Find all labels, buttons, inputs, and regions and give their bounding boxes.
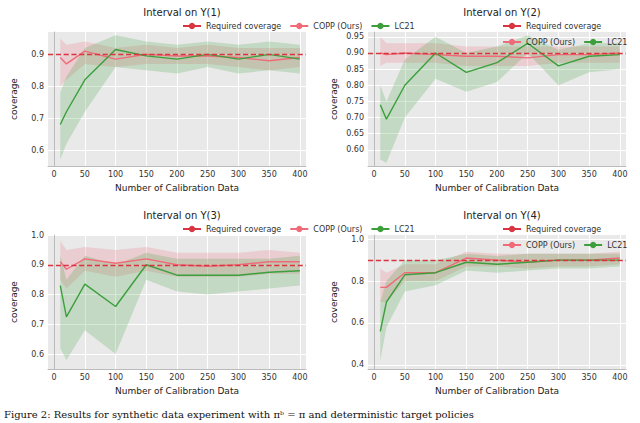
svg-text:coverage: coverage (329, 78, 339, 120)
svg-text:0: 0 (52, 170, 57, 179)
svg-text:Interval on Y(3): Interval on Y(3) (143, 210, 220, 221)
svg-text:COPP (Ours): COPP (Ours) (526, 241, 575, 250)
svg-text:0.85: 0.85 (346, 65, 364, 74)
svg-text:100: 100 (428, 170, 443, 179)
svg-text:LC21: LC21 (394, 225, 414, 234)
svg-text:Required coverage: Required coverage (526, 22, 601, 31)
svg-text:0.90: 0.90 (346, 48, 364, 57)
svg-text:Interval on Y(2): Interval on Y(2) (463, 7, 540, 18)
svg-text:400: 400 (292, 170, 307, 179)
svg-text:Required coverage: Required coverage (206, 225, 281, 234)
svg-text:400: 400 (292, 373, 307, 382)
svg-text:200: 200 (489, 373, 504, 382)
svg-text:Interval on Y(1): Interval on Y(1) (143, 7, 220, 18)
svg-text:0.6: 0.6 (31, 350, 44, 359)
svg-text:Number of Calibration Data: Number of Calibration Data (115, 386, 239, 396)
svg-text:0: 0 (372, 170, 377, 179)
svg-text:Number of Calibration Data: Number of Calibration Data (435, 183, 559, 193)
svg-text:50: 50 (400, 373, 410, 382)
svg-text:Interval on Y(4): Interval on Y(4) (463, 210, 540, 221)
svg-text:300: 300 (551, 373, 566, 382)
svg-text:Figure 2: Results for syntheti: Figure 2: Results for synthetic data exp… (4, 409, 474, 420)
svg-text:1.0: 1.0 (351, 235, 364, 244)
svg-text:0.8: 0.8 (351, 277, 364, 286)
svg-text:1.0: 1.0 (31, 231, 44, 240)
svg-text:coverage: coverage (329, 281, 339, 323)
svg-text:0.9: 0.9 (31, 260, 44, 269)
svg-text:COPP (Ours): COPP (Ours) (526, 38, 575, 47)
svg-text:250: 250 (520, 373, 535, 382)
svg-text:350: 350 (582, 373, 597, 382)
svg-text:0: 0 (52, 373, 57, 382)
svg-text:0.9: 0.9 (31, 50, 44, 59)
svg-text:400: 400 (612, 170, 627, 179)
svg-text:0: 0 (372, 373, 377, 382)
svg-text:350: 350 (262, 170, 277, 179)
svg-text:Required coverage: Required coverage (206, 22, 281, 31)
svg-text:100: 100 (108, 170, 123, 179)
svg-text:0.65: 0.65 (346, 129, 364, 138)
svg-text:300: 300 (551, 170, 566, 179)
svg-text:350: 350 (262, 373, 277, 382)
svg-text:Number of Calibration Data: Number of Calibration Data (115, 183, 239, 193)
svg-text:300: 300 (231, 373, 246, 382)
svg-text:COPP (Ours): COPP (Ours) (313, 22, 362, 31)
svg-text:0.8: 0.8 (31, 82, 44, 91)
svg-text:100: 100 (428, 373, 443, 382)
svg-text:0.6: 0.6 (351, 318, 364, 327)
svg-text:0.7: 0.7 (31, 114, 44, 123)
svg-text:0.70: 0.70 (346, 113, 364, 122)
svg-text:0.6: 0.6 (31, 146, 44, 155)
svg-text:50: 50 (80, 373, 90, 382)
svg-text:250: 250 (200, 170, 215, 179)
svg-text:150: 150 (459, 170, 474, 179)
svg-text:0.95: 0.95 (346, 32, 364, 41)
svg-text:200: 200 (169, 373, 184, 382)
svg-text:0.8: 0.8 (31, 290, 44, 299)
svg-text:50: 50 (400, 170, 410, 179)
svg-text:350: 350 (582, 170, 597, 179)
svg-text:100: 100 (108, 373, 123, 382)
svg-text:LC21: LC21 (607, 241, 627, 250)
svg-text:Number of Calibration Data: Number of Calibration Data (435, 386, 559, 396)
svg-text:LC21: LC21 (394, 22, 414, 31)
svg-text:0.7: 0.7 (31, 320, 44, 329)
svg-text:150: 150 (139, 373, 154, 382)
svg-text:150: 150 (139, 170, 154, 179)
svg-text:LC21: LC21 (607, 38, 627, 47)
svg-text:coverage: coverage (9, 281, 19, 323)
svg-text:200: 200 (489, 170, 504, 179)
svg-text:0.80: 0.80 (346, 81, 364, 90)
svg-text:250: 250 (200, 373, 215, 382)
svg-text:300: 300 (231, 170, 246, 179)
svg-text:COPP (Ours): COPP (Ours) (313, 225, 362, 234)
svg-text:coverage: coverage (9, 78, 19, 120)
svg-text:250: 250 (520, 170, 535, 179)
svg-text:150: 150 (459, 373, 474, 382)
svg-text:200: 200 (169, 170, 184, 179)
svg-text:400: 400 (612, 373, 627, 382)
svg-text:0.60: 0.60 (346, 145, 364, 154)
svg-text:0.4: 0.4 (351, 360, 364, 369)
svg-text:0.75: 0.75 (346, 97, 364, 106)
svg-text:Required coverage: Required coverage (526, 225, 601, 234)
svg-text:50: 50 (80, 170, 90, 179)
